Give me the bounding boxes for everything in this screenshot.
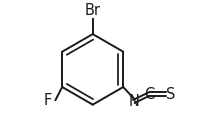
Text: N: N [128,94,139,109]
Text: Br: Br [85,3,101,18]
Text: F: F [44,93,52,108]
Text: C: C [144,87,154,102]
Text: S: S [166,87,175,102]
